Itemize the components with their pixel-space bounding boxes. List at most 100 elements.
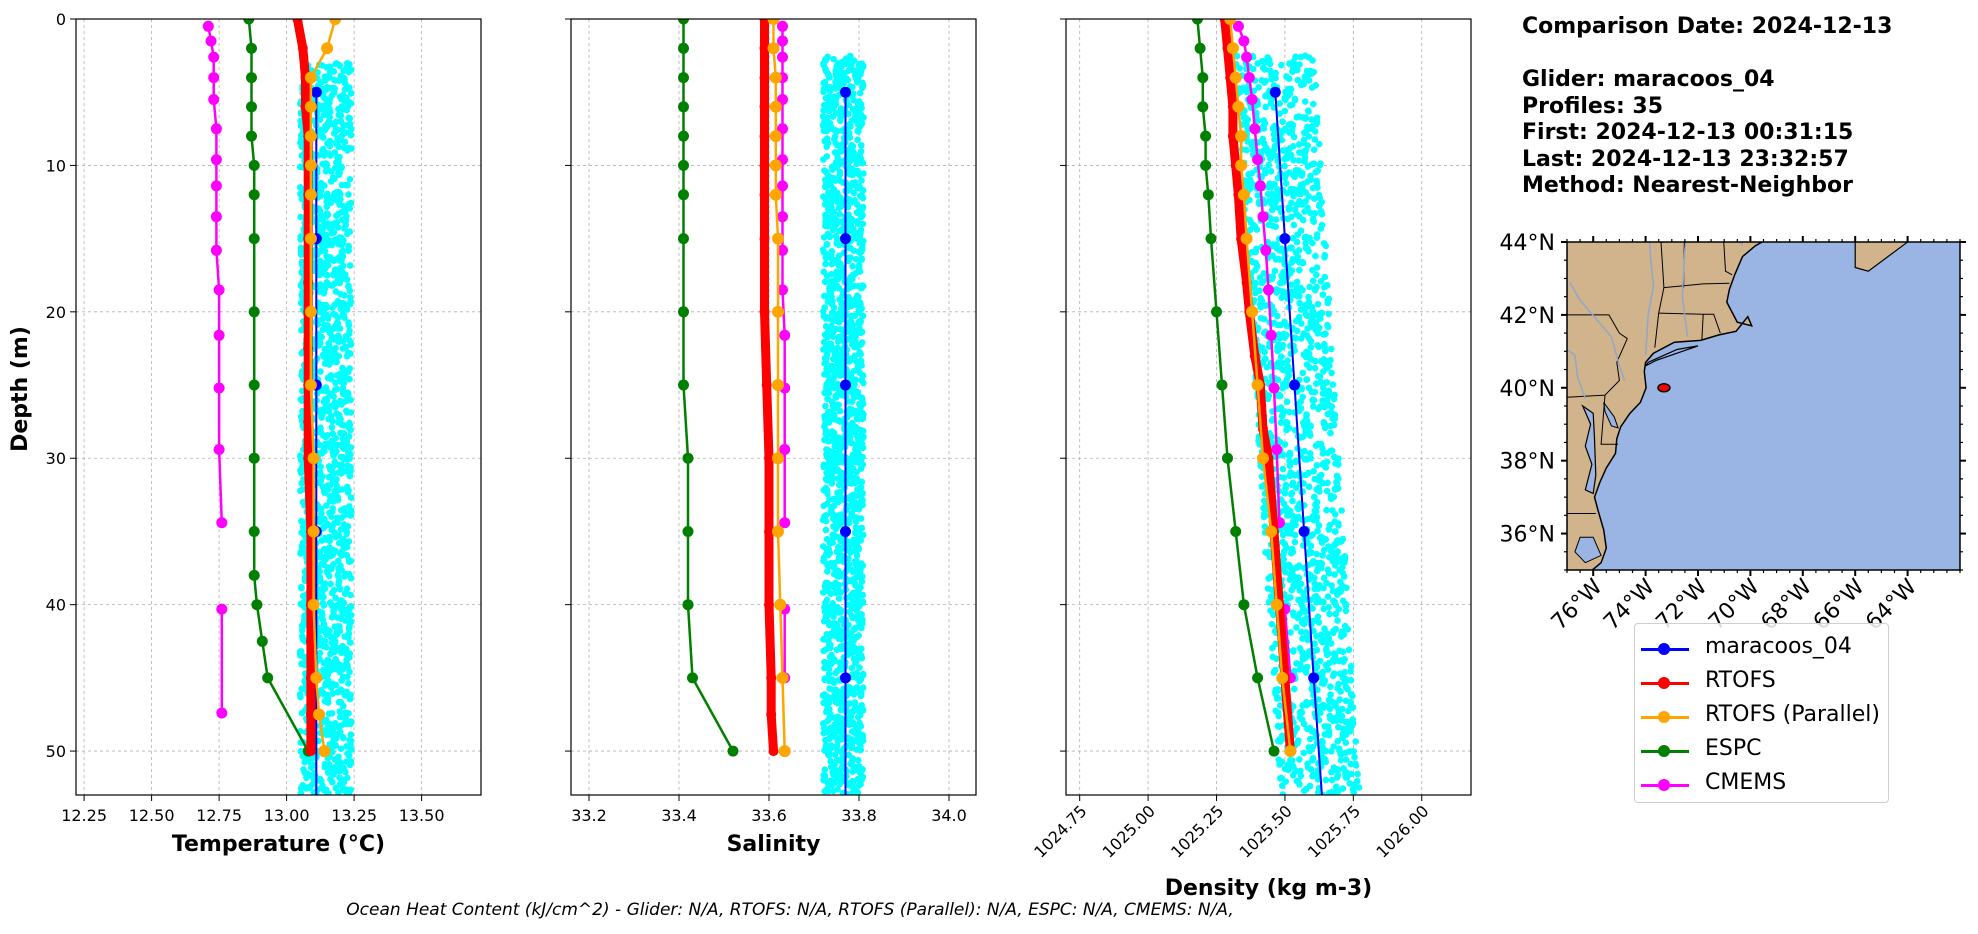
glider-scatter-point	[832, 232, 840, 240]
glider-scatter-point	[859, 211, 866, 219]
glider-scatter-point	[1323, 651, 1331, 659]
glider-scatter-point	[852, 74, 860, 82]
glider-scatter-point	[1326, 610, 1333, 618]
glider-scatter-point	[856, 664, 863, 671]
series-point	[246, 72, 257, 84]
glider-scatter-point	[860, 433, 867, 441]
glider-scatter-point	[341, 138, 349, 146]
glider-scatter-point	[851, 580, 858, 587]
glider-scatter-point	[329, 430, 337, 438]
glider-scatter-point	[1332, 511, 1339, 518]
glider-scatter-point	[832, 109, 840, 117]
glider-scatter-point	[849, 105, 857, 113]
glider-scatter-point	[316, 308, 323, 316]
glider-scatter-point	[1279, 465, 1287, 473]
glider-scatter-point	[315, 479, 323, 487]
glider-scatter-point	[341, 573, 349, 580]
glider-scatter-point	[1308, 70, 1315, 77]
glider-scatter-point	[1345, 646, 1353, 654]
glider-scatter-point	[1309, 396, 1316, 404]
glider-scatter-point	[831, 149, 839, 156]
glider-scatter-point	[1310, 468, 1317, 475]
glider-scatter-point	[837, 706, 845, 714]
glider-scatter-point	[1271, 180, 1278, 188]
series-line	[682, 19, 735, 753]
glider-scatter-point	[830, 225, 838, 232]
glider-scatter-point	[1289, 497, 1296, 505]
glider-scatter-point	[1286, 269, 1294, 277]
series-point	[759, 189, 770, 200]
series-point	[210, 180, 222, 192]
glider-scatter-point	[339, 299, 346, 307]
glider-scatter-point	[1342, 607, 1350, 615]
series-point	[840, 379, 851, 391]
glider-scatter-point	[334, 688, 341, 696]
glider-scatter-point	[334, 767, 342, 774]
series-point	[248, 306, 260, 318]
glider-scatter-point	[298, 195, 306, 203]
glider-scatter-point	[346, 176, 354, 183]
glider-scatter-point	[323, 502, 330, 509]
glider-scatter-point	[822, 260, 829, 268]
glider-scatter-point	[858, 397, 866, 404]
glider-scatter-point	[1352, 760, 1359, 767]
glider-scatter-point	[1273, 655, 1280, 662]
glider-scatter-point	[1275, 359, 1282, 366]
glider-scatter-point	[346, 327, 353, 335]
glider-scatter-point	[825, 71, 832, 79]
glider-scatter-point	[829, 539, 836, 546]
glider-scatter-point	[316, 271, 323, 279]
glider-scatter-point	[1349, 704, 1357, 711]
glider-scatter-point	[1284, 153, 1292, 161]
glider-scatter-point	[1286, 451, 1294, 459]
y-tick-label: 30	[46, 449, 66, 468]
glider-scatter-point	[1332, 714, 1339, 722]
glider-scatter-point	[1347, 668, 1354, 675]
series-point	[682, 599, 694, 611]
glider-scatter-point	[1286, 576, 1294, 583]
series-point	[776, 671, 789, 684]
glider-scatter-point	[853, 613, 861, 621]
series-point	[303, 416, 314, 427]
glider-scatter-point	[1320, 605, 1327, 613]
glider-scatter-point	[1321, 625, 1328, 632]
series-cmems	[777, 20, 791, 529]
glider-scatter-point	[347, 557, 355, 565]
glider-scatter-point	[1300, 720, 1308, 728]
glider-scatter-point	[831, 761, 838, 769]
glider-scatter-point	[335, 111, 343, 119]
glider-scatter-point	[824, 562, 831, 569]
glider-scatter-point	[838, 754, 846, 762]
x-tick-label: 34.0	[931, 806, 967, 825]
glider-scatter-point	[1297, 596, 1305, 604]
glider-scatter-point	[834, 344, 841, 352]
glider-scatter-point	[849, 58, 857, 65]
glider-scatter-point	[321, 447, 328, 455]
series-point	[210, 244, 222, 256]
glider-scatter-point	[1329, 587, 1337, 595]
glider-scatter-point	[1276, 100, 1283, 107]
glider-scatter-point	[1296, 587, 1304, 594]
series-point	[772, 379, 784, 391]
glider-scatter-point	[1240, 84, 1247, 92]
glider-scatter-point	[337, 234, 345, 241]
series-point	[297, 43, 308, 54]
glider-scatter-point	[328, 424, 336, 431]
series-cmems	[202, 20, 228, 529]
glider-scatter-point	[840, 371, 848, 379]
glider-scatter-point	[824, 395, 832, 403]
glider-scatter-point	[334, 519, 341, 526]
glider-scatter-point	[1300, 139, 1307, 147]
glider-scatter-point	[827, 507, 835, 514]
glider-scatter-point	[1299, 79, 1307, 86]
glider-scatter-point	[852, 524, 860, 531]
glider-scatter-point	[849, 568, 856, 575]
series-point	[772, 525, 784, 538]
glider-scatter-point	[850, 785, 857, 792]
glider-scatter-point	[340, 130, 348, 137]
series-line	[309, 19, 337, 753]
series-point	[774, 598, 787, 611]
glider-scatter-point	[338, 466, 345, 473]
glider-scatter-point	[1284, 595, 1291, 602]
glider-scatter-point	[1295, 562, 1303, 569]
